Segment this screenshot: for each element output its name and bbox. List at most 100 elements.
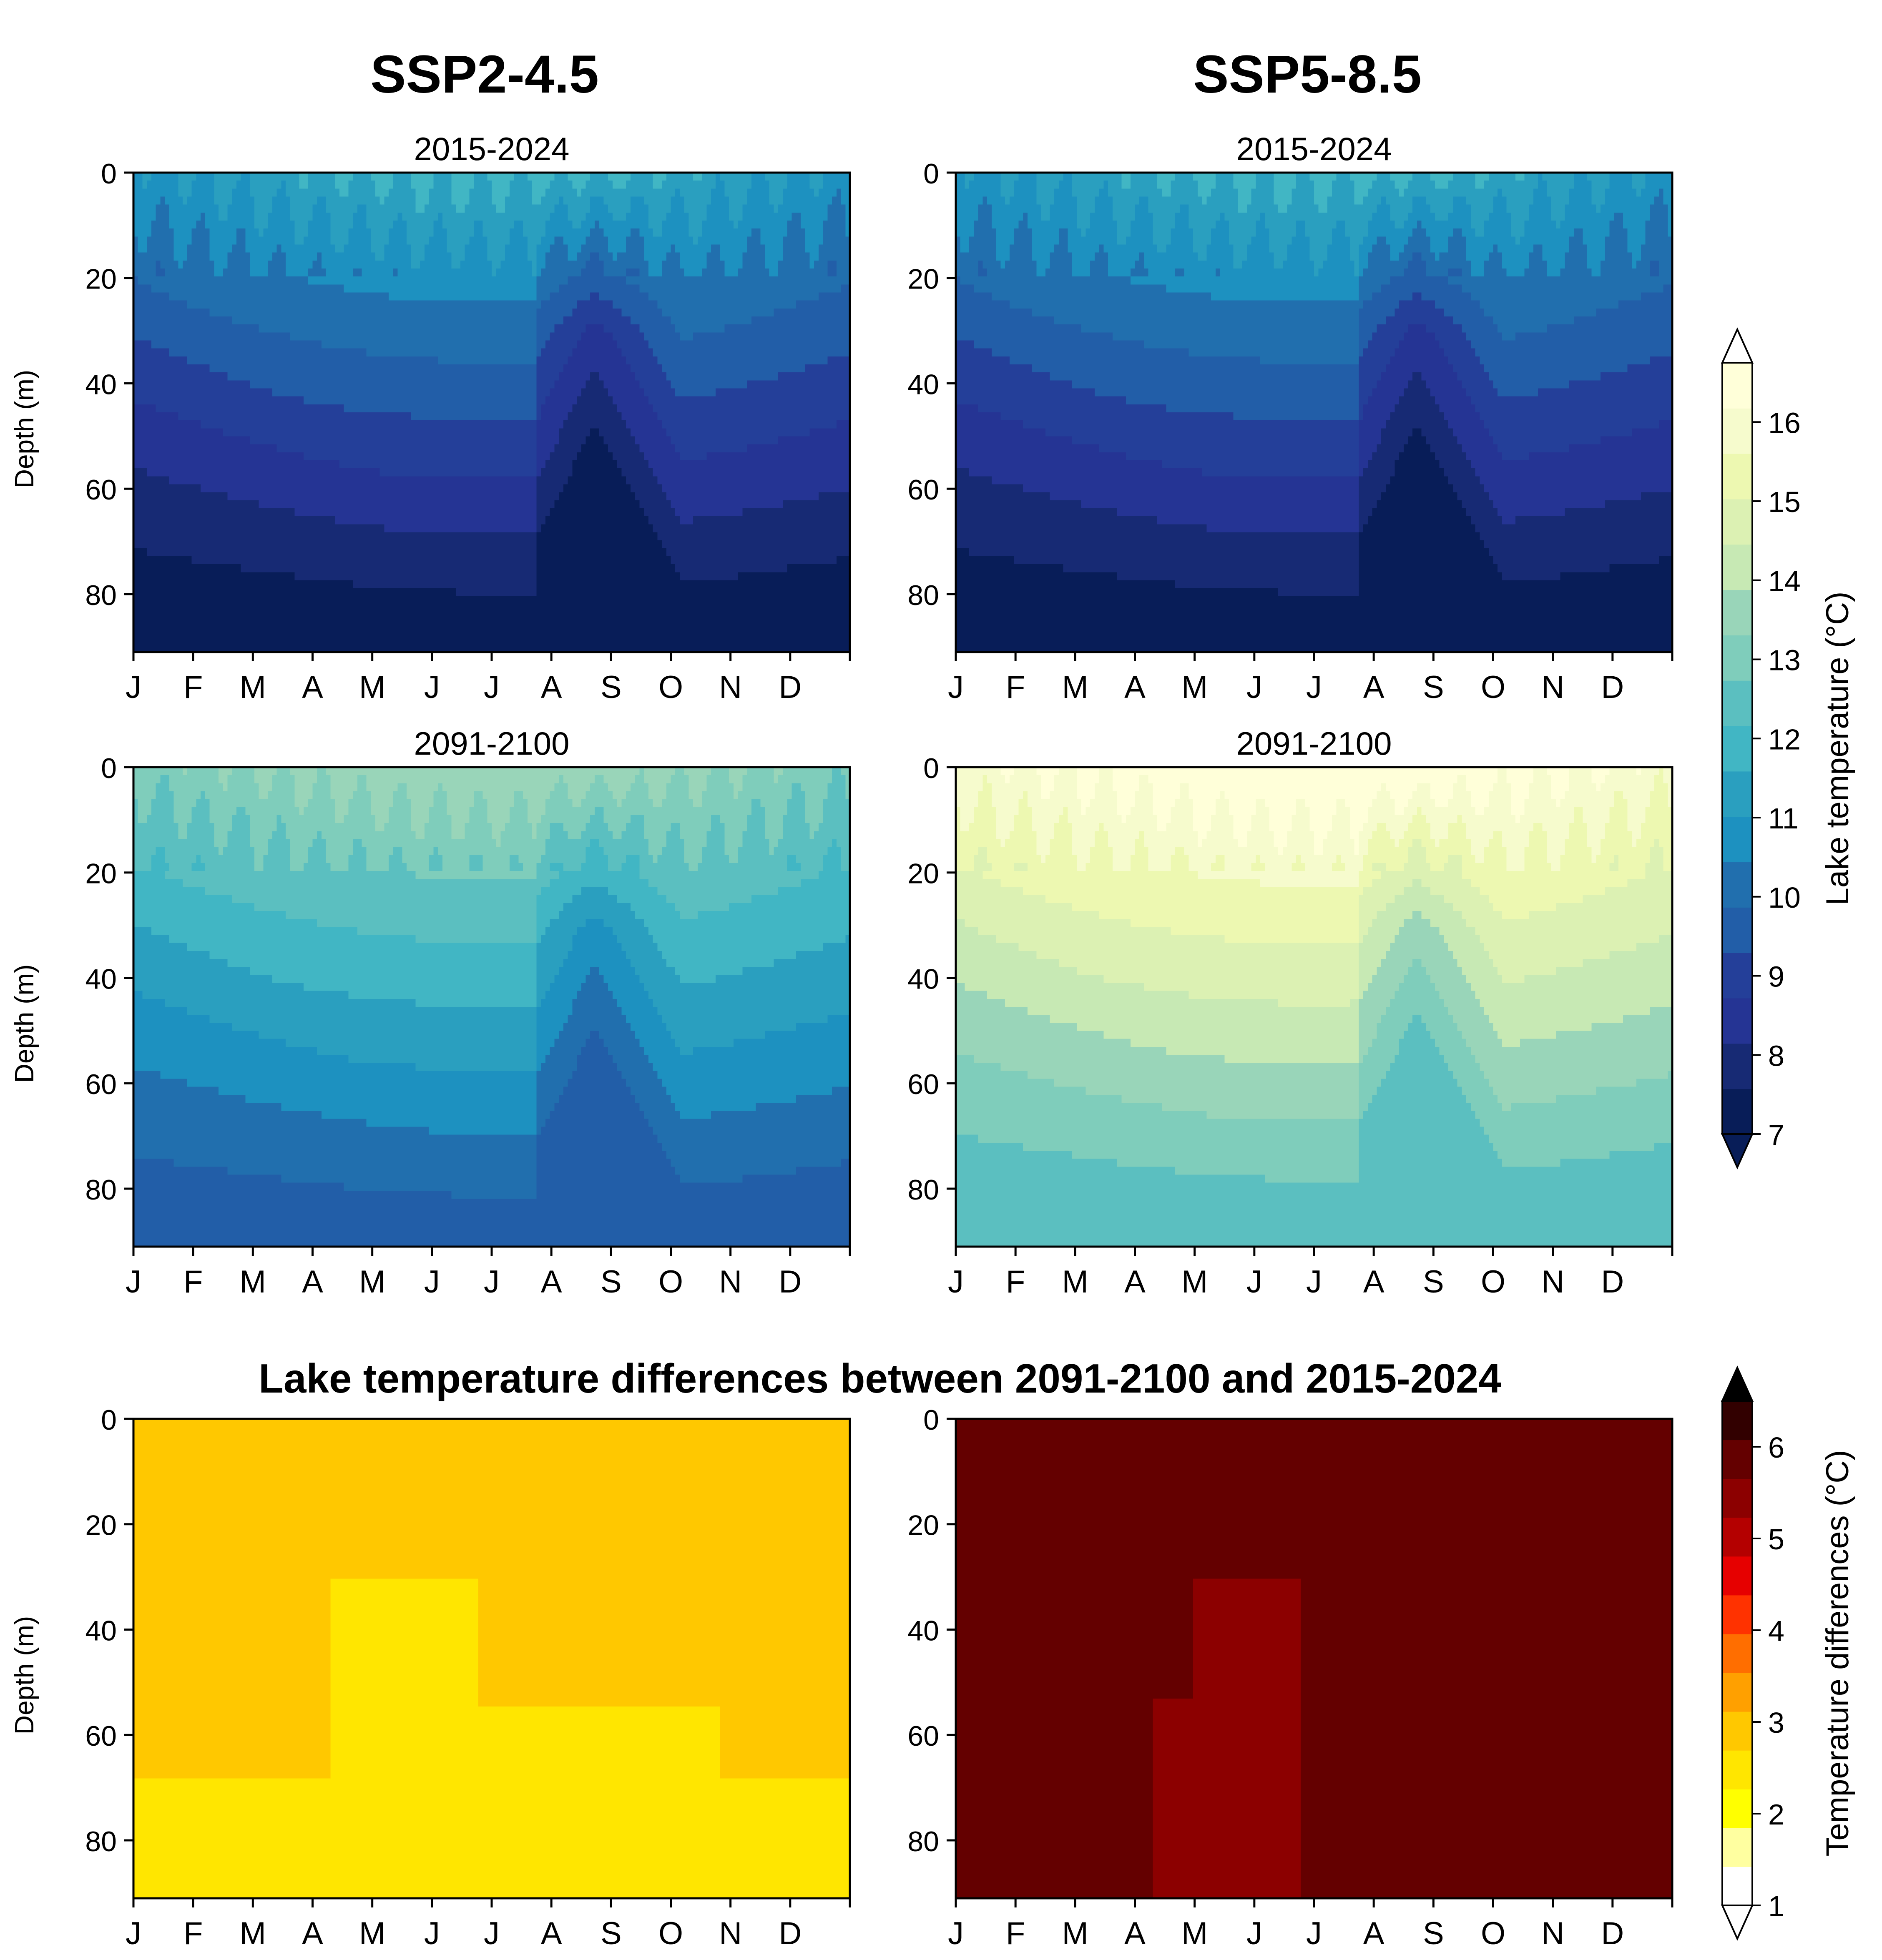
colorbar-swatch: [1722, 1556, 1752, 1596]
heatmap-field: [956, 173, 1672, 652]
heatmap-field: [956, 767, 1672, 1247]
x-tick-label: S: [1423, 1916, 1444, 1951]
colorbar-tick-label: 12: [1768, 723, 1801, 755]
x-tick-label: A: [1124, 1916, 1146, 1951]
x-tick-label: N: [719, 670, 742, 705]
x-tick-label: S: [1423, 670, 1444, 705]
x-tick-label: J: [1306, 670, 1322, 705]
colorbar-tick-label: 7: [1768, 1119, 1784, 1151]
x-tick-label: D: [1601, 1916, 1624, 1951]
colorbar-swatch: [1722, 544, 1752, 590]
x-tick-label: A: [1124, 1264, 1146, 1300]
y-tick-label: 80: [85, 1826, 117, 1857]
x-tick-label: D: [779, 1264, 802, 1300]
x-tick-label: J: [1306, 1916, 1322, 1951]
x-tick-label: J: [484, 1264, 500, 1300]
y-tick-label: 0: [101, 1404, 117, 1436]
x-tick-label: M: [1181, 1264, 1208, 1300]
y-tick-label: 60: [907, 1720, 939, 1752]
x-tick-label: A: [541, 670, 562, 705]
column-title-ssp585: SSP5-8.5: [1193, 45, 1422, 104]
y-tick-label: 20: [907, 264, 939, 295]
y-tick-label: 0: [923, 1404, 939, 1436]
x-tick-label: F: [183, 1916, 203, 1951]
y-tick-label: 40: [85, 369, 117, 400]
colorbar-swatch: [1722, 1750, 1752, 1789]
y-tick-label: 20: [85, 858, 117, 890]
colorbar-swatch: [1722, 1672, 1752, 1712]
colorbar-swatch: [1722, 907, 1752, 953]
panel-4: 0 20 40 60 80 J F M A M J J A S O N D Depth (m): [9, 1404, 851, 1951]
x-tick-label: F: [1006, 670, 1025, 705]
x-tick-label: J: [948, 1264, 964, 1300]
x-tick-label: N: [1541, 670, 1564, 705]
x-tick-label: J: [126, 1916, 141, 1951]
x-tick-label: M: [359, 1916, 385, 1951]
y-axis-label: Depth (m): [9, 964, 39, 1083]
x-tick-label: J: [424, 670, 440, 705]
colorbar-swatch: [1722, 862, 1752, 908]
colorbar-swatch: [1722, 1089, 1752, 1134]
x-tick-label: D: [1601, 1264, 1624, 1300]
x-tick-label: M: [359, 670, 385, 705]
colorbar-tick-label: 10: [1768, 881, 1801, 914]
colorbar-swatch: [1722, 1595, 1752, 1634]
panel-0: 2015-2024 0 20 40 60 80 J F M A M J J A S O N D Depth (m): [9, 130, 851, 705]
colorbar-tick-label: 4: [1768, 1615, 1784, 1647]
x-tick-label: F: [183, 670, 203, 705]
x-tick-label: O: [658, 1916, 683, 1951]
x-tick-label: J: [126, 1264, 141, 1300]
x-tick-label: S: [601, 670, 622, 705]
x-tick-label: A: [302, 670, 323, 705]
colorbar-tick-label: 3: [1768, 1707, 1784, 1739]
colorbar-label: Temperature differences (°C): [1820, 1450, 1855, 1856]
x-tick-label: M: [240, 670, 266, 705]
y-tick-label: 20: [907, 858, 939, 890]
x-tick-label: N: [1541, 1264, 1564, 1300]
colorbar-swatch: [1722, 1789, 1752, 1828]
colorbar-swatch: [1722, 1440, 1752, 1479]
colorbar-swatch: [1722, 1401, 1752, 1441]
colorbar-extend-max: [1721, 1365, 1754, 1402]
x-tick-label: A: [1363, 1264, 1384, 1300]
column-title-ssp245: SSP2-4.5: [370, 45, 599, 104]
x-tick-label: A: [541, 1916, 562, 1951]
y-tick-label: 80: [907, 580, 939, 611]
heatmap-field: [133, 1419, 850, 1898]
x-tick-label: N: [1541, 1916, 1564, 1951]
x-tick-label: M: [1181, 1916, 1208, 1951]
x-tick-label: F: [183, 1264, 203, 1300]
y-tick-label: 20: [907, 1510, 939, 1541]
panel-title: 2015-2024: [1236, 130, 1392, 167]
colorbar-swatch: [1722, 408, 1752, 454]
colorbar-swatch: [1722, 1478, 1752, 1518]
y-tick-label: 0: [101, 158, 117, 190]
x-tick-label: M: [1062, 670, 1088, 705]
x-tick-label: M: [1062, 1916, 1088, 1951]
x-tick-label: A: [1363, 1916, 1384, 1951]
x-tick-label: D: [779, 670, 802, 705]
x-tick-label: M: [1181, 670, 1208, 705]
y-tick-label: 40: [907, 963, 939, 995]
x-tick-label: O: [1481, 1264, 1505, 1300]
y-tick-label: 80: [85, 580, 117, 611]
x-tick-label: O: [1481, 1916, 1505, 1951]
colorbar-swatch: [1722, 499, 1752, 545]
colorbar-tick-label: 6: [1768, 1431, 1784, 1464]
x-tick-label: J: [1246, 670, 1262, 705]
colorbar-swatch: [1722, 816, 1752, 863]
colorbar-extend-max: [1721, 327, 1754, 364]
y-tick-label: 20: [85, 264, 117, 295]
heatmap-field: [133, 767, 850, 1247]
x-tick-label: S: [1423, 1264, 1444, 1300]
colorbar-swatch: [1722, 635, 1752, 681]
y-tick-label: 60: [85, 474, 117, 506]
colorbar-tick-label: 16: [1768, 407, 1801, 439]
y-tick-label: 0: [923, 753, 939, 784]
colorbar-swatch: [1722, 1827, 1752, 1867]
x-tick-label: A: [541, 1264, 562, 1300]
y-tick-label: 80: [85, 1174, 117, 1206]
